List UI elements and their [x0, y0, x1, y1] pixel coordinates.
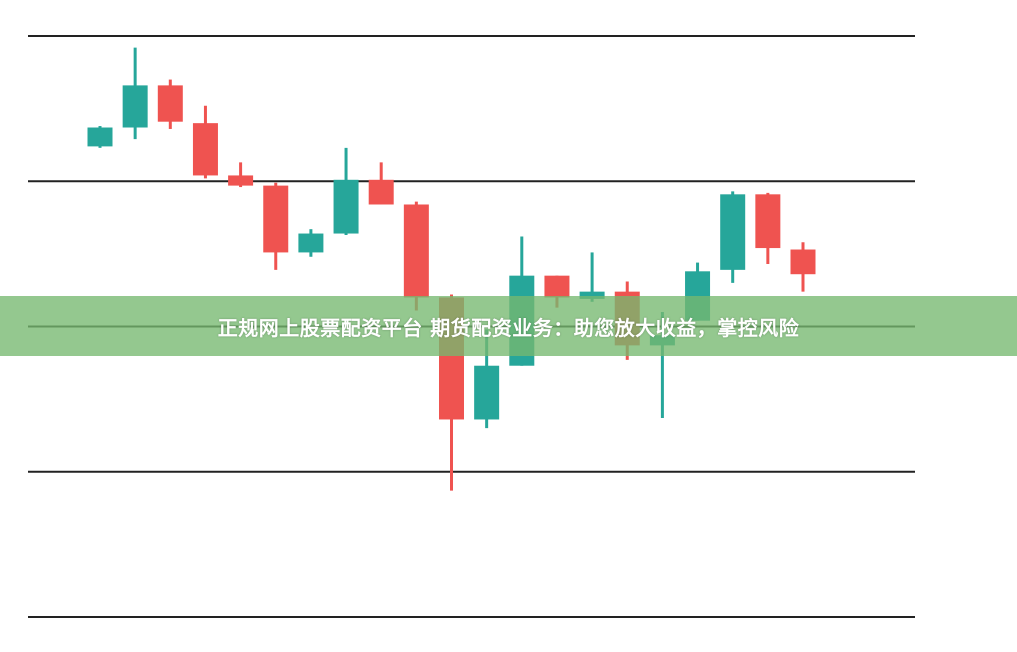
candle-body [87, 127, 113, 147]
candle-body [263, 185, 289, 253]
candle-body [298, 233, 324, 253]
candle-body [368, 179, 394, 205]
candle-body [720, 194, 746, 270]
candle-body [544, 275, 570, 298]
candle-body [122, 85, 148, 128]
candle-body [192, 123, 218, 176]
candle-body [474, 365, 500, 420]
promo-banner: 正规网上股票配资平台 期货配资业务：助您放大收益，掌控风险 [0, 296, 1017, 356]
candle-body [157, 85, 183, 122]
candle-body [790, 249, 816, 275]
candle-body [579, 291, 605, 299]
banner-text: 正规网上股票配资平台 期货配资业务：助您放大收益，掌控风险 [217, 315, 800, 340]
candle-body [403, 204, 429, 298]
candle-body [333, 179, 359, 234]
candle-body [228, 175, 254, 186]
candle-body [755, 194, 781, 249]
